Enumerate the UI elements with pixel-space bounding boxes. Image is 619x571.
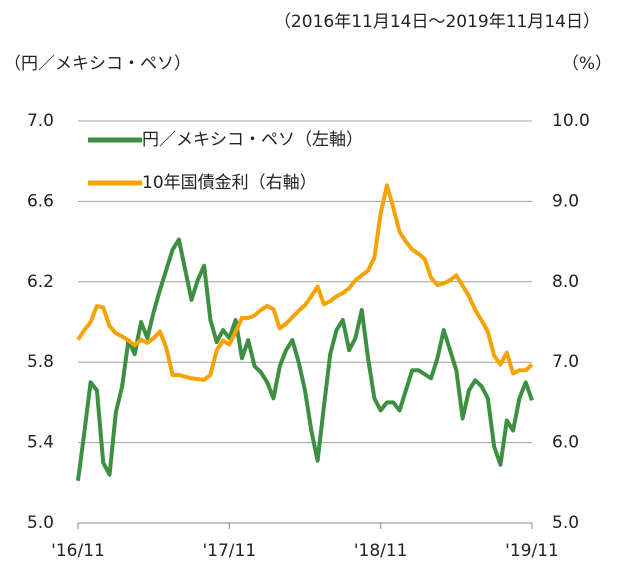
y2-tick-label: 5.0 — [552, 513, 579, 533]
y2-tick-label: 10.0 — [552, 111, 590, 131]
y-tick-label: 5.8 — [27, 352, 54, 372]
y-tick-label: 5.4 — [27, 433, 54, 453]
x-tick-label: '19/11 — [505, 541, 559, 561]
y2-tick-label: 6.0 — [552, 433, 579, 453]
y2-tick-label: 7.0 — [552, 352, 579, 372]
y2-tick-label: 8.0 — [552, 272, 579, 292]
y2-axis-label: （%） — [562, 54, 612, 74]
y-tick-label: 7.0 — [27, 111, 54, 131]
legend-label: 10年国債金利（右軸） — [142, 173, 317, 193]
chart-subtitle: （2016年11月14日～2019年11月14日） — [274, 12, 600, 32]
x-tick-label: '16/11 — [51, 541, 105, 561]
y2-tick-label: 9.0 — [552, 191, 579, 211]
legend-label: 円／メキシコ・ペソ（左軸） — [142, 130, 363, 150]
y-tick-label: 6.6 — [27, 191, 54, 211]
x-tick-label: '17/11 — [202, 541, 256, 561]
y-tick-label: 5.0 — [27, 513, 54, 533]
x-tick-label: '18/11 — [354, 541, 408, 561]
series-line — [76, 183, 534, 382]
y-axis-label: （円／メキシコ・ペソ） — [4, 54, 191, 74]
y-tick-label: 6.2 — [27, 272, 54, 292]
series-line — [76, 237, 534, 482]
